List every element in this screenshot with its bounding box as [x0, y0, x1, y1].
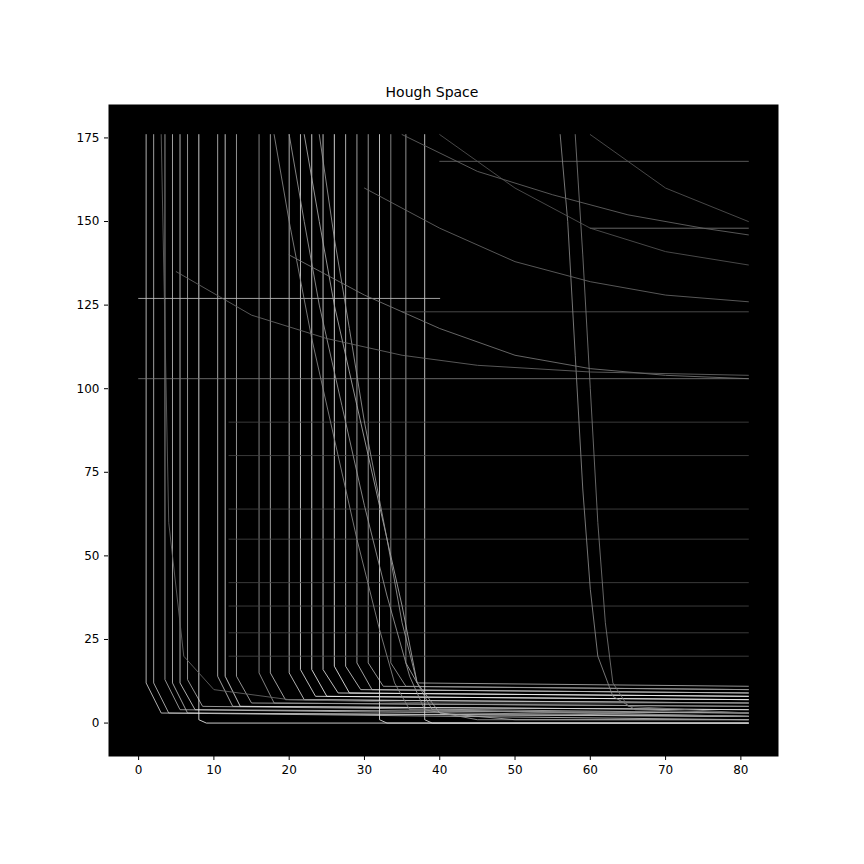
svg-text:50: 50 — [507, 763, 522, 777]
svg-text:50: 50 — [84, 549, 99, 563]
svg-text:25: 25 — [84, 632, 99, 646]
html-text:Hough Space: Hough Space — [385, 84, 479, 100]
svg-text:75: 75 — [84, 465, 99, 479]
svg-text:20: 20 — [282, 763, 297, 777]
svg-text:0: 0 — [135, 763, 143, 777]
svg-text:30: 30 — [357, 763, 372, 777]
svg-text:175: 175 — [77, 131, 100, 145]
svg-text:10: 10 — [206, 763, 221, 777]
svg-text:125: 125 — [77, 298, 100, 312]
svg-text:70: 70 — [658, 763, 673, 777]
svg-text:150: 150 — [77, 214, 100, 228]
svg-text:0: 0 — [92, 716, 100, 730]
svg-text:40: 40 — [432, 763, 447, 777]
svg-text:80: 80 — [733, 763, 748, 777]
svg-text:100: 100 — [77, 382, 100, 396]
svg-text:60: 60 — [583, 763, 598, 777]
